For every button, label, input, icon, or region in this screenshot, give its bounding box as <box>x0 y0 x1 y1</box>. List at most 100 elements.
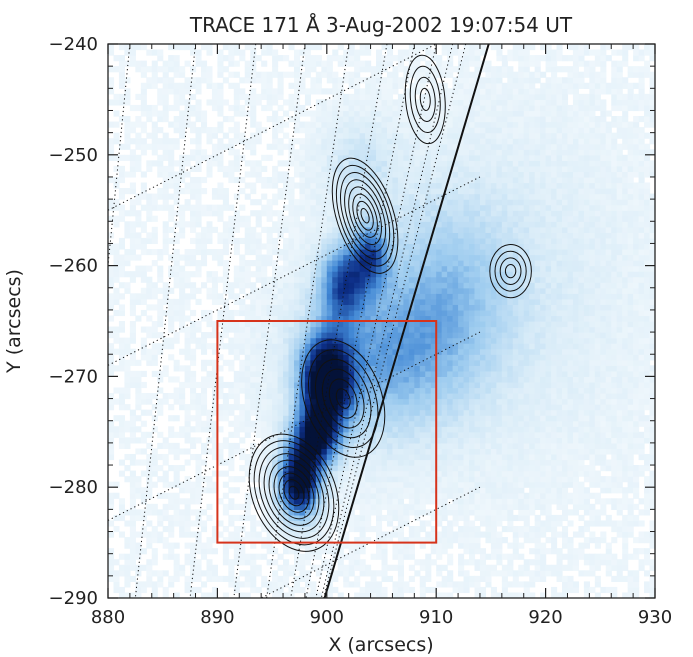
image-pixel <box>250 570 257 577</box>
image-pixel <box>113 426 120 433</box>
image-pixel <box>370 398 377 405</box>
image-pixel <box>299 309 306 317</box>
image-pixel <box>272 337 279 344</box>
image-pixel <box>408 531 415 538</box>
image-pixel <box>200 309 208 317</box>
image-pixel <box>337 365 344 372</box>
image-pixel <box>228 542 235 549</box>
image-pixel <box>414 514 421 522</box>
image-pixel <box>195 509 202 516</box>
image-pixel <box>326 60 333 67</box>
image-pixel <box>447 509 454 516</box>
image-pixel <box>321 332 328 339</box>
image-pixel <box>151 465 158 472</box>
image-pixel <box>381 165 388 173</box>
image-pixel <box>447 442 454 450</box>
image-pixel <box>441 293 448 300</box>
image-pixel <box>266 104 273 112</box>
image-pixel <box>288 104 295 112</box>
image-pixel <box>403 332 410 339</box>
image-pixel <box>326 426 333 433</box>
image-pixel <box>381 354 388 361</box>
image-pixel <box>452 221 459 228</box>
image-pixel <box>403 426 410 433</box>
image-pixel <box>419 487 426 494</box>
image-pixel <box>430 453 437 461</box>
image-pixel <box>299 404 306 411</box>
image-pixel <box>140 182 147 189</box>
image-pixel <box>244 293 251 300</box>
image-pixel <box>217 309 224 317</box>
image-pixel <box>146 232 153 239</box>
image-pixel <box>392 509 399 516</box>
image-pixel <box>370 387 377 394</box>
image-pixel <box>315 193 322 200</box>
image-pixel <box>332 365 339 372</box>
image-pixel <box>211 586 218 594</box>
image-pixel <box>244 321 251 328</box>
image-pixel <box>326 542 333 549</box>
image-pixel <box>228 44 235 51</box>
image-pixel <box>315 44 322 51</box>
image-pixel <box>266 393 273 400</box>
image-pixel <box>359 459 366 466</box>
image-pixel <box>146 326 153 333</box>
image-pixel <box>173 82 180 89</box>
image-pixel <box>244 332 251 339</box>
image-pixel <box>244 265 251 272</box>
image-pixel <box>272 548 279 555</box>
image-pixel <box>441 298 448 305</box>
image-pixel <box>441 204 448 211</box>
image-pixel <box>304 165 311 173</box>
image-pixel <box>441 182 448 189</box>
image-pixel <box>200 60 208 67</box>
image-pixel <box>272 304 279 311</box>
image-pixel <box>162 71 169 78</box>
image-pixel <box>113 514 120 522</box>
image-pixel <box>168 309 175 317</box>
image-pixel <box>293 476 301 483</box>
image-pixel <box>118 99 126 106</box>
image-pixel <box>458 365 465 372</box>
image-pixel <box>140 44 147 51</box>
image-pixel <box>239 332 246 339</box>
image-pixel <box>168 88 175 95</box>
image-pixel <box>190 226 197 233</box>
image-pixel <box>162 393 169 400</box>
image-pixel <box>321 564 328 571</box>
image-pixel <box>299 343 306 350</box>
image-pixel <box>343 154 350 161</box>
image-pixel <box>157 171 164 178</box>
image-pixel <box>436 426 443 433</box>
image-pixel <box>272 559 279 566</box>
image-pixel <box>173 182 180 189</box>
image-pixel <box>140 93 147 100</box>
image-pixel <box>430 404 437 411</box>
image-pixel <box>255 448 262 455</box>
image-pixel <box>348 442 355 450</box>
image-pixel <box>397 348 404 355</box>
image-pixel <box>283 431 290 438</box>
image-pixel <box>222 44 229 51</box>
image-pixel <box>370 437 377 444</box>
image-pixel <box>118 503 126 510</box>
image-pixel <box>348 481 355 488</box>
image-pixel <box>436 548 443 555</box>
image-pixel <box>370 315 377 322</box>
image-pixel <box>173 282 180 289</box>
image-pixel <box>441 60 448 67</box>
image-pixel <box>162 77 169 84</box>
image-pixel <box>168 326 175 333</box>
image-pixel <box>441 581 448 588</box>
image-pixel <box>436 376 443 383</box>
image-pixel <box>168 176 175 184</box>
image-pixel <box>277 359 284 366</box>
image-pixel <box>244 171 251 178</box>
image-pixel <box>419 165 426 173</box>
image-pixel <box>452 514 459 522</box>
image-pixel <box>359 315 366 322</box>
image-pixel <box>381 77 388 84</box>
image-pixel <box>441 127 448 134</box>
image-pixel <box>370 210 377 217</box>
